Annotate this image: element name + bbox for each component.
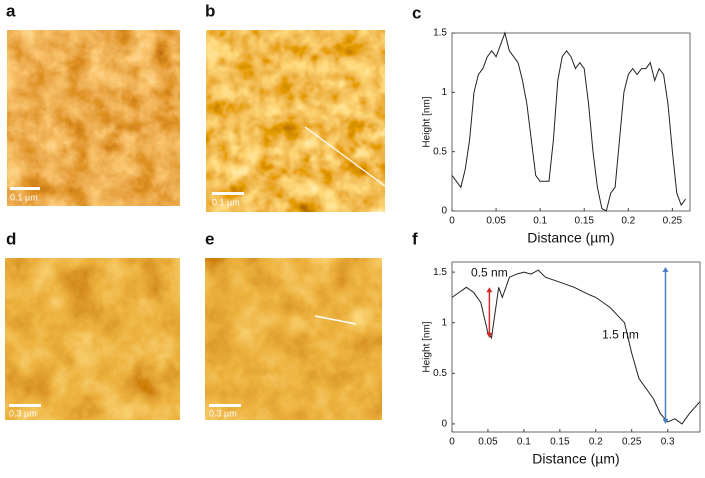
scale-bar-label: 0.1 µm [212, 197, 240, 207]
x-tick-label: 0.1 [533, 216, 547, 227]
plot-frame [451, 261, 701, 433]
y-axis-label: Height [nm] [422, 96, 433, 147]
panel-label: c [412, 3, 421, 22]
arrow-head [486, 332, 493, 338]
y-tick-label: 1 [441, 317, 447, 328]
y-tick-label: 0 [441, 419, 447, 430]
panel-label: b [205, 1, 215, 20]
x-tick-label: 0.15 [574, 216, 594, 227]
x-tick-label: 0.2 [589, 437, 603, 448]
annotation-text: 0.5 nm [471, 265, 508, 279]
profile-line [304, 126, 386, 187]
arrow-head [662, 418, 669, 424]
x-tick-label: 0 [449, 216, 455, 227]
afm-image [7, 30, 180, 206]
scale-bar [9, 404, 41, 407]
plot-frame [451, 32, 691, 212]
afm-image [5, 258, 180, 420]
y-tick-label: 0.5 [433, 146, 447, 157]
profile-line [314, 315, 357, 325]
x-tick-label: 0.25 [622, 437, 642, 448]
arrow-head [486, 287, 493, 293]
panel-label: d [6, 229, 16, 248]
scale-bar [212, 192, 244, 195]
scale-bar-label: 0.3 µm [9, 408, 37, 418]
x-tick-label: 0.05 [486, 216, 506, 227]
data-line [451, 31, 687, 212]
panel-label: a [6, 1, 16, 20]
x-tick-label: 0.2 [621, 216, 635, 227]
arrow-head [662, 267, 669, 273]
x-tick-label: 0.3 [661, 437, 675, 448]
panel-label: e [205, 229, 214, 248]
data-line [451, 269, 701, 425]
y-axis-label: Height [nm] [422, 321, 433, 372]
panel-label: f [412, 229, 418, 248]
x-tick-label: 0.25 [663, 216, 683, 227]
x-axis-label: Distance (µm) [527, 230, 614, 246]
scale-bar-label: 0.3 µm [209, 408, 237, 418]
x-tick-label: 0.1 [517, 437, 531, 448]
y-tick-label: 0.5 [433, 368, 447, 379]
scale-bar [209, 404, 241, 407]
afm-image [206, 30, 385, 212]
afm-image [205, 258, 382, 420]
annotation-text: 1.5 nm [602, 328, 639, 342]
scale-bar [10, 187, 40, 190]
x-tick-label: 0.15 [550, 437, 570, 448]
x-axis-label: Distance (µm) [532, 451, 619, 467]
x-tick-label: 0.05 [478, 437, 498, 448]
x-tick-label: 0 [449, 437, 455, 448]
y-tick-label: 1 [441, 87, 447, 98]
y-tick-label: 1.5 [433, 28, 447, 39]
y-tick-label: 1.5 [433, 267, 447, 278]
y-tick-label: 0 [441, 206, 447, 217]
scale-bar-label: 0.1 µm [10, 192, 38, 202]
